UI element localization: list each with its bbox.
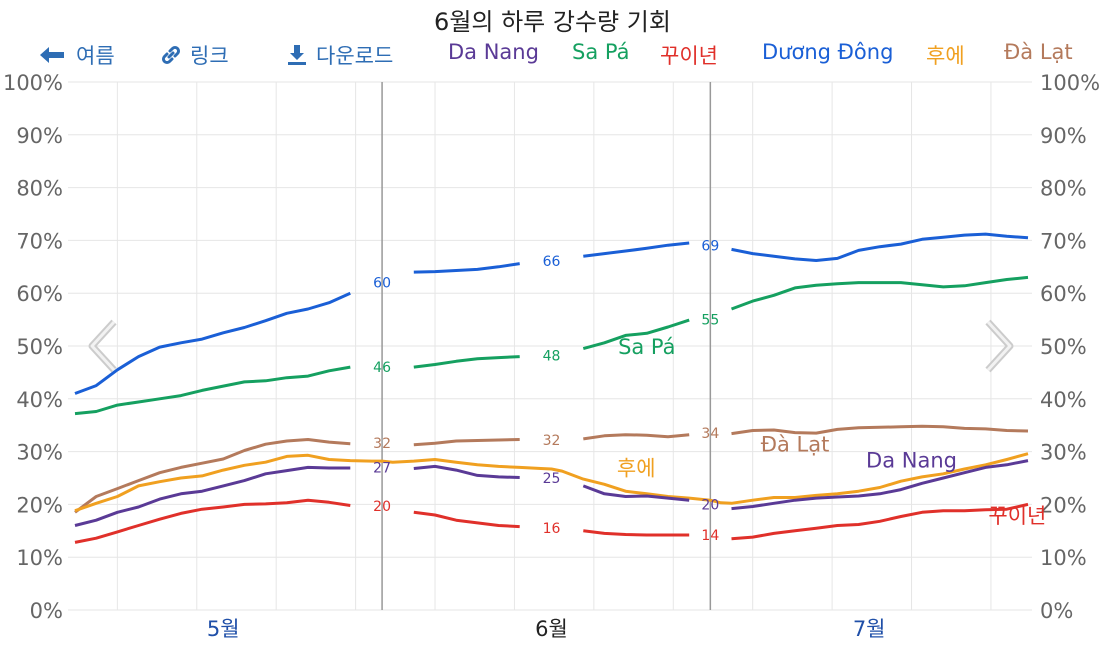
- series-line: [583, 433, 690, 441]
- series-line: [413, 438, 520, 447]
- data-label: 25: [543, 471, 561, 487]
- y-axis-left: 0% 10% 20% 30% 40% 50% 60% 70% 80% 90% 100%: [3, 71, 63, 623]
- y-tick-label-right: 60%: [1040, 282, 1087, 306]
- series-line: [413, 510, 520, 529]
- y-tick-label-left: 50%: [16, 335, 63, 359]
- x-tick-label: 7월: [853, 617, 886, 641]
- data-label: 32: [373, 436, 391, 452]
- data-label: 46: [373, 360, 391, 376]
- y-tick-label-left: 40%: [16, 388, 63, 412]
- y-tick-label-right: 40%: [1040, 388, 1087, 412]
- series-line: [74, 365, 351, 416]
- data-label: 48: [543, 349, 561, 365]
- y-tick-label-left: 90%: [16, 124, 63, 148]
- series-line: [731, 424, 1029, 436]
- legend-item[interactable]: Sa Pá: [572, 40, 630, 64]
- data-label: 16: [543, 521, 561, 537]
- series-line: [582, 484, 690, 502]
- series-line: [413, 355, 520, 369]
- data-label: 27: [373, 460, 391, 476]
- y-axis-right: 0% 10% 20% 30% 40% 50% 60% 70% 80% 90% 100%: [1040, 71, 1100, 623]
- series-line: [74, 452, 1029, 513]
- y-tick-label-left: 30%: [16, 441, 63, 465]
- data-label: 55: [701, 313, 719, 329]
- y-tick-label-right: 10%: [1040, 546, 1087, 570]
- back-button[interactable]: 여름: [38, 40, 115, 70]
- y-tick-label-right: 20%: [1040, 493, 1087, 517]
- data-label: 34: [701, 426, 719, 442]
- data-label-layer: 60 66 69 46 48 55 Sa Pá 32 32 34 Đà Lạt 후에 27 25 20 Da …: [373, 239, 1046, 544]
- series-label: 꾸이년: [988, 504, 1046, 528]
- data-label: 60: [373, 276, 391, 292]
- y-tick-label-right: 100%: [1040, 71, 1100, 95]
- legend-item[interactable]: Dương Đông: [762, 40, 894, 64]
- grid-layer: [68, 81, 1032, 611]
- y-tick-label-left: 60%: [16, 282, 63, 306]
- data-label: 69: [701, 239, 719, 255]
- download-icon: [288, 45, 306, 65]
- y-tick-label-right: 0%: [1040, 599, 1073, 623]
- data-label: 66: [543, 254, 561, 270]
- series-line: [74, 291, 351, 395]
- series-line: [74, 465, 351, 527]
- link-icon: [161, 45, 181, 65]
- download-button-label: 다운로드: [316, 44, 394, 68]
- series-line: [730, 275, 1029, 311]
- series-line: [74, 498, 351, 544]
- chevron-left-icon[interactable]: [84, 318, 120, 374]
- link-button[interactable]: 링크: [160, 40, 229, 70]
- legend-item[interactable]: Da Nang: [448, 40, 539, 64]
- series-label: Sa Pá: [618, 335, 675, 359]
- series-line: [583, 529, 690, 537]
- y-tick-label-left: 0%: [30, 599, 63, 623]
- y-tick-label-right: 70%: [1040, 229, 1087, 253]
- series-line: [731, 232, 1029, 262]
- series-line: [731, 459, 1029, 511]
- chart-title: 6월의 하루 강수량 기회: [434, 8, 671, 36]
- link-button-label: 링크: [190, 44, 229, 68]
- legend-item[interactable]: 꾸이년: [660, 44, 718, 68]
- y-tick-label-left: 20%: [16, 493, 63, 517]
- series-label: Đà Lạt: [761, 433, 830, 457]
- series-line: [413, 464, 520, 479]
- back-button-label: 여름: [76, 44, 115, 68]
- arrow-left-icon: [40, 47, 64, 63]
- y-tick-label-left: 70%: [16, 229, 63, 253]
- x-axis: 5월 6월 7월: [207, 617, 886, 641]
- series-line: [74, 438, 351, 514]
- y-tick-label-right: 80%: [1040, 177, 1087, 201]
- data-label: 14: [701, 528, 719, 544]
- series-line: [731, 502, 1029, 541]
- series-layer: [74, 232, 1029, 544]
- toolbar: 여름 링크 다운로드 Da Nang Sa Pá 꾸이년 Dương Đông 후에 Đà…: [0, 40, 1105, 70]
- series-label: Da Nang: [866, 448, 957, 472]
- data-label: 20: [373, 499, 391, 515]
- chevron-right-icon[interactable]: [982, 318, 1018, 374]
- legend-item[interactable]: Đà Lạt: [1004, 40, 1073, 64]
- series-line: [583, 241, 690, 258]
- series-label: 후에: [617, 456, 656, 480]
- y-tick-label-right: 90%: [1040, 124, 1087, 148]
- y-tick-label-right: 30%: [1040, 441, 1087, 465]
- data-label: 32: [543, 433, 561, 449]
- y-tick-label-left: 100%: [3, 71, 63, 95]
- x-tick-label: 6월: [535, 617, 568, 641]
- y-tick-label-left: 80%: [16, 177, 63, 201]
- series-line: [413, 262, 520, 274]
- data-label: 20: [701, 497, 719, 513]
- download-button[interactable]: 다운로드: [286, 40, 393, 70]
- series-line: [582, 318, 690, 351]
- y-tick-label-left: 10%: [16, 546, 63, 570]
- y-tick-label-right: 50%: [1040, 335, 1087, 359]
- legend-item[interactable]: 후에: [926, 44, 965, 68]
- x-tick-label: 5월: [207, 617, 240, 641]
